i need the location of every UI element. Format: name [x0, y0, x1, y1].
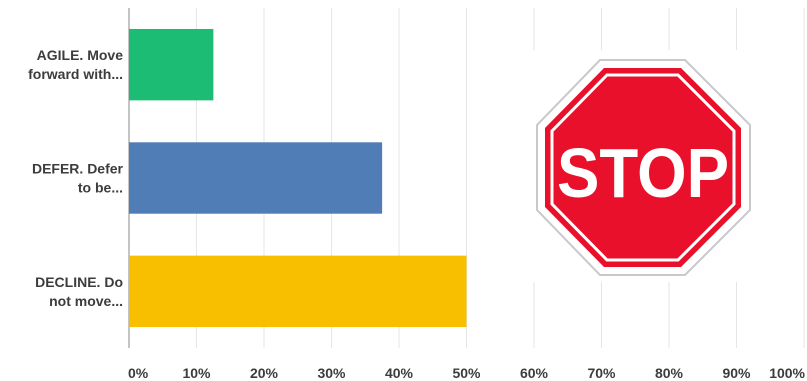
x-tick-label: 70%	[587, 365, 616, 381]
category-label: forward with...	[28, 66, 123, 82]
bar	[129, 28, 214, 101]
x-tick-label: 50%	[452, 365, 481, 381]
category-label: not move...	[49, 293, 123, 309]
bar	[129, 142, 383, 214]
x-tick-label: 30%	[317, 365, 346, 381]
category-label: DEFER. Defer	[32, 161, 124, 177]
x-tick-label: 80%	[655, 365, 684, 381]
bars	[129, 28, 467, 328]
x-tick-label: 60%	[520, 365, 549, 381]
x-tick-label: 90%	[722, 365, 751, 381]
category-label: to be...	[78, 180, 123, 196]
x-tick-label: 20%	[250, 365, 279, 381]
stop-sign-icon: STOP	[528, 50, 758, 282]
stop-sign-text: STOP	[557, 134, 729, 212]
bar	[129, 255, 467, 328]
x-tick-labels: 0% 10% 20% 30% 40% 50% 60% 70% 80% 90% 100%	[128, 365, 806, 381]
category-label: DECLINE. Do	[35, 274, 123, 290]
x-tick-label: 100%	[769, 365, 805, 381]
x-tick-label: 40%	[385, 365, 414, 381]
category-label: AGILE. Move	[37, 47, 124, 63]
x-tick-label: 10%	[182, 365, 211, 381]
x-tick-label: 0%	[128, 365, 149, 381]
category-labels: AGILE. Move forward with... DEFER. Defer to…	[28, 47, 123, 309]
